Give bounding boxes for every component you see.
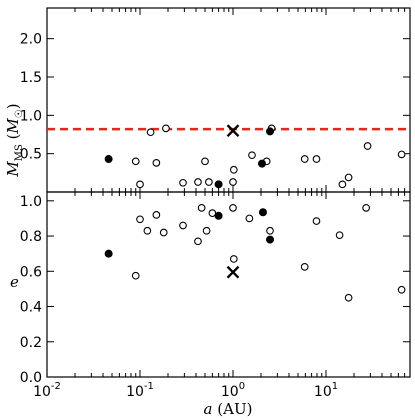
open-circle-point bbox=[312, 155, 321, 163]
open-circle-point bbox=[338, 180, 347, 189]
bottom-panel: 0.0 0.2 0.4 0.6 0.8 1.0 10-2 10-1 100 101 e a (AU… bbox=[10, 191, 411, 418]
top-y-axis-label: MMS (M☉) bbox=[4, 103, 25, 177]
y-tick-label: 0.2 bbox=[20, 335, 42, 351]
y-tick-label: 0.5 bbox=[20, 147, 42, 163]
y-tick-label: 0.4 bbox=[20, 300, 42, 316]
x-tick-label: 101 bbox=[314, 381, 338, 400]
cross-point bbox=[226, 265, 240, 279]
open-circle-point bbox=[143, 226, 152, 235]
open-circle-point bbox=[159, 228, 168, 237]
open-circle-point bbox=[136, 180, 144, 189]
y-tick-label: 1.0 bbox=[20, 108, 42, 124]
top-panel: 0.5 1.0 1.5 2.0 MMS (M☉) bbox=[4, 7, 411, 193]
y-tick-label: 1.5 bbox=[20, 70, 42, 86]
bottom-ticks: 0.0 0.2 0.4 0.6 0.8 1.0 10-2 10-1 100 101 bbox=[20, 192, 411, 400]
top-ticks: 0.5 1.0 1.5 2.0 bbox=[20, 8, 411, 192]
open-circle-point bbox=[229, 255, 238, 263]
open-circle-point bbox=[197, 204, 206, 212]
x-axis-label: a (AU) bbox=[204, 400, 253, 418]
y-tick-label: 2.0 bbox=[20, 32, 42, 48]
open-circle-point bbox=[229, 178, 237, 186]
filled-circle-point bbox=[104, 249, 113, 258]
open-circle-point bbox=[146, 128, 155, 137]
y-tick-label: 1.0 bbox=[20, 194, 42, 210]
bottom-y-axis-label: e bbox=[10, 273, 19, 291]
open-circle-point bbox=[363, 142, 372, 150]
open-circle-point bbox=[194, 178, 202, 186]
x-tick-label: 10-2 bbox=[33, 381, 61, 400]
open-circle-point bbox=[194, 237, 202, 246]
open-circle-point bbox=[131, 271, 140, 280]
filled-circle-point bbox=[214, 180, 223, 189]
bottom-plot-frame bbox=[46, 191, 411, 378]
open-circle-point bbox=[201, 157, 209, 166]
filled-circle-point bbox=[104, 155, 113, 164]
open-circle-point bbox=[362, 204, 370, 212]
filled-circle-point bbox=[266, 235, 275, 244]
filled-circle-point bbox=[214, 211, 223, 220]
open-circle-point bbox=[179, 178, 187, 187]
open-circle-point bbox=[312, 217, 321, 225]
y-tick-label: 0.6 bbox=[20, 264, 42, 280]
open-circle-point bbox=[162, 124, 170, 133]
open-circle-point bbox=[136, 215, 144, 224]
open-circle-point bbox=[248, 151, 256, 160]
top-points bbox=[104, 124, 406, 189]
bottom-points bbox=[104, 204, 406, 302]
y-tick-label: 0.8 bbox=[20, 229, 42, 245]
open-circle-point bbox=[344, 173, 353, 182]
x-tick-label: 100 bbox=[221, 381, 245, 400]
filled-circle-point bbox=[258, 208, 267, 217]
cross-point bbox=[226, 124, 240, 138]
open-circle-point bbox=[300, 155, 309, 163]
open-circle-point bbox=[131, 157, 140, 166]
open-circle-point bbox=[397, 285, 406, 294]
open-circle-point bbox=[266, 226, 274, 235]
open-circle-point bbox=[344, 293, 353, 302]
open-circle-point bbox=[397, 150, 406, 159]
filled-circle-point bbox=[266, 127, 275, 136]
open-circle-point bbox=[245, 214, 254, 223]
open-circle-point bbox=[300, 263, 309, 271]
x-tick-label: 10-1 bbox=[126, 381, 154, 400]
y-tick-label: 0.0 bbox=[20, 370, 42, 386]
open-circle-point bbox=[335, 231, 344, 240]
open-circle-point bbox=[202, 226, 211, 235]
open-circle-point bbox=[152, 159, 161, 167]
top-plot-frame bbox=[46, 7, 411, 193]
open-circle-point bbox=[229, 165, 238, 174]
open-circle-point bbox=[229, 204, 237, 212]
open-circle-point bbox=[205, 178, 213, 186]
open-circle-point bbox=[179, 221, 187, 230]
filled-circle-point bbox=[258, 159, 267, 168]
open-circle-point bbox=[152, 211, 161, 219]
